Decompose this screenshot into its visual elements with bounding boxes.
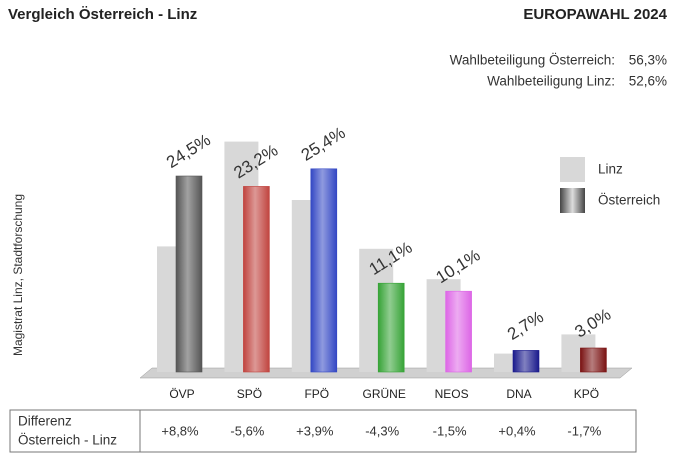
turnout-value: 52,6% [629, 74, 667, 89]
diff-value: +0,4% [498, 423, 536, 438]
diff-value: +8,8% [161, 423, 199, 438]
diff-value: -1,7% [567, 423, 601, 438]
x-tick-label: DNA [506, 387, 531, 401]
diff-value: +3,9% [296, 423, 334, 438]
chart-heading: EUROPAWAHL 2024 [523, 6, 667, 23]
bar [175, 175, 203, 373]
turnout-label: Wahlbeteiligung Linz: [487, 74, 615, 89]
legend-label: Linz [598, 162, 623, 177]
x-tick-label: KPÖ [574, 387, 599, 401]
bar [580, 347, 607, 373]
diff-value: -4,3% [365, 423, 399, 438]
value-label: 2,7% [504, 307, 547, 344]
turnout-label: Wahlbeteiligung Österreich: [450, 53, 615, 68]
turnout: 56,3% Wahlbeteiligung Österreich: 52,6% Wah… [450, 53, 667, 89]
bar [377, 282, 405, 373]
bar [512, 350, 540, 373]
x-tick-label: GRÜNE [363, 387, 406, 401]
source: Magistrat Linz, Stadtforschung [11, 194, 25, 356]
chart-title: Vergleich Österreich - Linz [8, 6, 197, 23]
x-tick-label: FPÖ [304, 387, 329, 401]
diff-table [9, 409, 637, 453]
value-label: 24,5% [163, 130, 214, 172]
bar [310, 168, 338, 373]
bars: 24,5% 23,2% 25,4%11,1% 10,1%2,7% 3,0% [157, 123, 614, 373]
bar [243, 186, 270, 373]
value-label: 25,4% [298, 123, 349, 165]
x-tick-label: NEOS [435, 387, 469, 401]
legend-swatch [560, 188, 585, 213]
diff-value: -5,6% [230, 423, 264, 438]
legend-swatch [560, 157, 585, 182]
turnout-value: 56,3% [629, 53, 667, 68]
diff-value: -1,5% [433, 423, 467, 438]
bar [445, 290, 472, 373]
legend-label: Österreich [598, 193, 660, 208]
diff-label: Österreich - Linz [18, 433, 117, 448]
diff-label: Differenz [18, 414, 72, 429]
x-tick-label: SPÖ [237, 387, 262, 401]
x-tick-label: ÖVP [169, 387, 194, 401]
